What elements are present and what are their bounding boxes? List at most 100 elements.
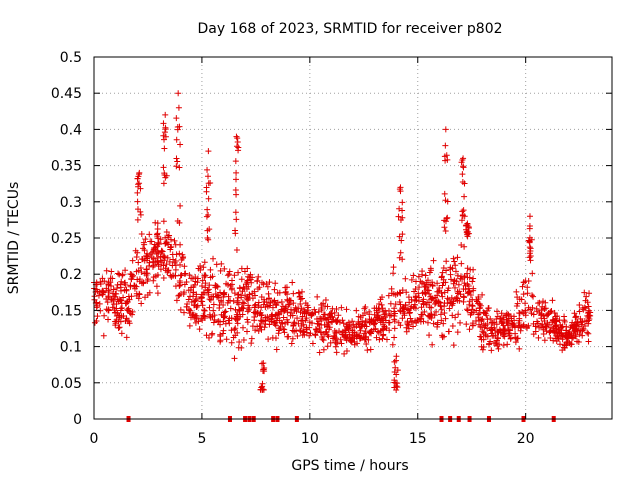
data-point (539, 298, 546, 305)
data-point (394, 290, 401, 297)
data-point (148, 249, 155, 256)
data-point (248, 335, 255, 342)
data-point (399, 315, 406, 322)
data-point (260, 360, 267, 367)
data-point (232, 230, 239, 237)
data-point (190, 284, 197, 291)
data-point (379, 335, 386, 342)
y-tick-label: 0.2 (60, 267, 82, 283)
data-point (539, 321, 546, 328)
data-point (254, 285, 261, 292)
data-point (188, 298, 195, 305)
data-point (135, 173, 142, 180)
data-point (217, 333, 224, 340)
data-point (309, 340, 316, 347)
data-point (136, 276, 143, 283)
data-point (318, 307, 325, 314)
data-point (512, 334, 519, 341)
data-point (150, 277, 157, 284)
data-point (181, 263, 188, 270)
data-point (461, 273, 468, 280)
data-point (562, 332, 569, 339)
data-point (442, 197, 449, 204)
data-point (164, 269, 171, 276)
data-point (439, 334, 446, 341)
data-point (464, 290, 471, 297)
data-point (254, 277, 261, 284)
data-point (415, 273, 422, 280)
data-point (205, 236, 212, 243)
data-point (464, 220, 471, 227)
data-point (391, 369, 398, 376)
data-point (460, 163, 467, 170)
data-point (439, 269, 446, 276)
data-point (587, 309, 594, 316)
data-point (127, 283, 134, 290)
data-point (530, 293, 537, 300)
data-point (466, 301, 473, 308)
data-point (232, 209, 239, 216)
data-point (481, 309, 488, 316)
data-point (133, 253, 140, 260)
data-point (509, 321, 516, 328)
grid (94, 57, 612, 419)
data-point (554, 333, 561, 340)
data-point (140, 279, 147, 286)
data-point (160, 180, 167, 187)
data-point (329, 305, 336, 312)
data-point (422, 283, 429, 290)
data-point (428, 311, 435, 318)
data-point (134, 198, 141, 205)
data-point (269, 311, 276, 318)
data-point (302, 300, 309, 307)
data-point (373, 334, 380, 341)
data-point (559, 323, 566, 330)
data-point (380, 308, 387, 315)
data-point (378, 301, 385, 308)
data-point (182, 270, 189, 277)
data-point (478, 336, 485, 343)
data-point (200, 307, 207, 314)
data-point (316, 349, 323, 356)
data-point (390, 264, 397, 271)
data-point (217, 267, 224, 274)
data-point (227, 282, 234, 289)
data-point (186, 272, 193, 279)
data-point (186, 322, 193, 329)
data-point (115, 312, 122, 319)
data-point (103, 267, 110, 274)
data-point (538, 307, 545, 314)
data-point (118, 305, 125, 312)
data-point (284, 316, 291, 323)
data-point (441, 217, 448, 224)
data-point (194, 275, 201, 282)
data-point (305, 304, 312, 311)
data-point (157, 236, 164, 243)
data-point (403, 328, 410, 335)
data-point (454, 254, 461, 261)
data-point (485, 305, 492, 312)
data-point (322, 328, 329, 335)
data-point (157, 266, 164, 273)
data-point (245, 273, 252, 280)
data-point (186, 306, 193, 313)
data-point (494, 337, 501, 344)
data-point (480, 329, 487, 336)
data-point (566, 331, 573, 338)
data-point (517, 327, 524, 334)
data-point (365, 336, 372, 343)
data-point (110, 286, 117, 293)
data-point (227, 305, 234, 312)
data-point (524, 284, 531, 291)
data-point (240, 337, 247, 343)
data-point (519, 283, 526, 290)
data-point (172, 272, 179, 279)
data-point (366, 308, 373, 315)
data-point (390, 270, 397, 277)
data-point (279, 303, 286, 310)
data-point (338, 304, 345, 311)
data-point (116, 324, 123, 331)
data-point (258, 279, 265, 286)
data-point (450, 280, 457, 287)
data-point (261, 324, 268, 331)
